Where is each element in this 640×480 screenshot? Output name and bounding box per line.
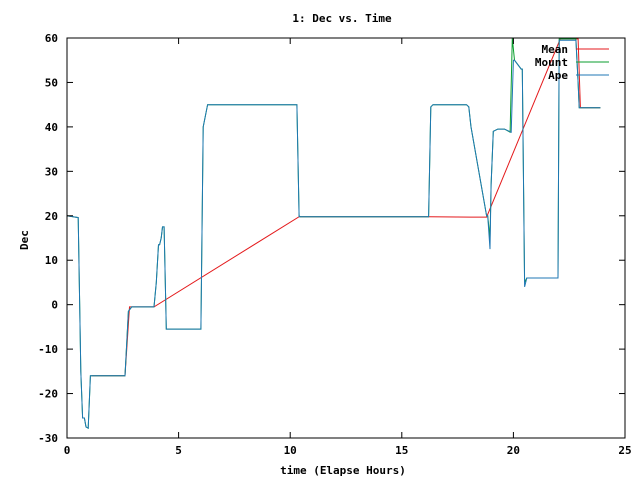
y-tick-label: 50 [45,76,58,89]
y-tick-label: 60 [45,32,58,45]
series-line-2 [66,39,601,430]
x-tick-label: 10 [284,444,297,457]
y-axis-ticks: -30 -20 -10 0 10 20 30 40 50 60 [38,32,625,445]
y-tick-label: 20 [45,210,58,223]
chart-title: 1: Dec vs. Time [292,12,392,25]
y-tick-label: 40 [45,121,58,134]
legend-label-2: Ape [548,69,568,82]
y-tick-label: -10 [38,343,58,356]
x-tick-label: 25 [618,444,631,457]
x-tick-label: 5 [175,444,182,457]
series-line-1 [66,37,601,430]
series-line-0 [91,38,601,377]
y-tick-label: -20 [38,388,58,401]
x-axis-label: time (Elapse Hours) [280,464,406,477]
x-tick-label: 0 [64,444,71,457]
y-tick-label: 10 [45,254,58,267]
x-axis-ticks: 0 5 10 15 20 25 [64,38,632,457]
plot-frame [66,37,626,439]
legend-label-1: Mount [535,56,568,69]
plot-series [66,37,601,430]
y-tick-label: 30 [45,165,58,178]
y-axis-label: Dec [18,230,31,250]
x-tick-label: 15 [395,444,408,457]
legend-label-0: Mean [542,43,569,56]
x-tick-label: 20 [507,444,520,457]
y-tick-label: -30 [38,432,58,445]
y-tick-label: 0 [51,299,58,312]
